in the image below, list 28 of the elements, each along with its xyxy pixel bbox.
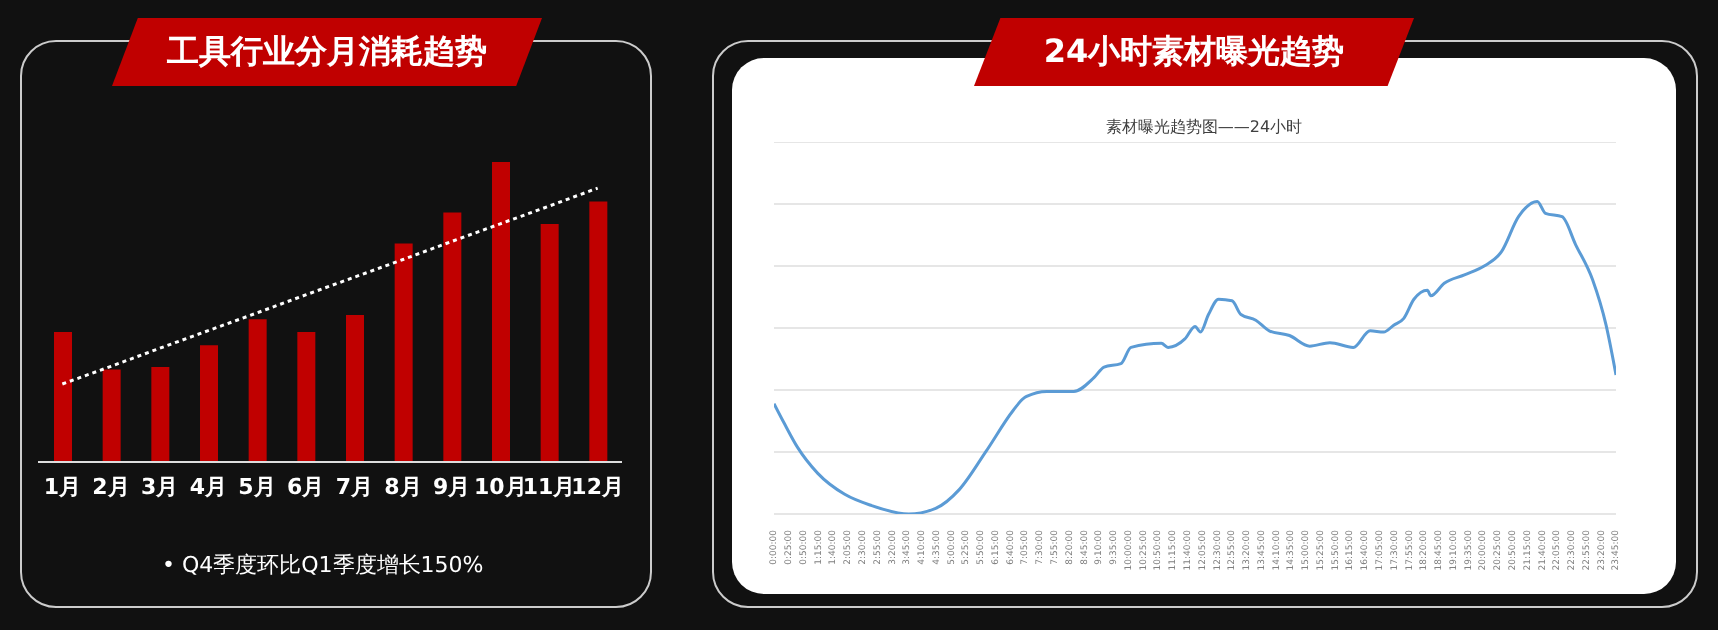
chart-subtitle: 素材曝光趋势图——24小时 bbox=[1103, 116, 1305, 138]
bar bbox=[248, 319, 267, 462]
bar bbox=[492, 162, 510, 462]
x-tick-label: 6月 bbox=[287, 473, 325, 500]
x-tick-label: 4月 bbox=[189, 473, 227, 500]
x-tick-label: 10月 bbox=[474, 473, 527, 500]
x-tick-label: 11月 bbox=[522, 473, 576, 500]
text: • Q4季度环比Q1季度增长150% bbox=[162, 550, 484, 580]
x-tick-label: 2月 bbox=[92, 473, 130, 500]
x-tick-label: 12月 bbox=[571, 473, 624, 500]
bar bbox=[589, 201, 608, 462]
bar bbox=[102, 369, 121, 462]
bar bbox=[297, 332, 316, 462]
bar bbox=[54, 332, 72, 462]
x-tick-label: 1月 bbox=[43, 473, 81, 500]
x-tick-label: 5月 bbox=[238, 473, 276, 500]
bar bbox=[394, 243, 413, 462]
bar bbox=[540, 224, 559, 462]
x-tick-label: 8月 bbox=[384, 473, 422, 500]
bar bbox=[151, 366, 170, 462]
bar bbox=[346, 315, 364, 462]
chart-title: 24小时素材曝光趋势 bbox=[974, 18, 1414, 86]
x-tick-label: 7月 bbox=[335, 473, 373, 500]
bar bbox=[443, 212, 462, 462]
x-tick-label: 9月 bbox=[433, 473, 471, 500]
bar bbox=[200, 345, 218, 462]
x-tick-label: 3月 bbox=[141, 473, 179, 500]
chart-title: 工具行业分月消耗趋势 bbox=[112, 18, 542, 86]
